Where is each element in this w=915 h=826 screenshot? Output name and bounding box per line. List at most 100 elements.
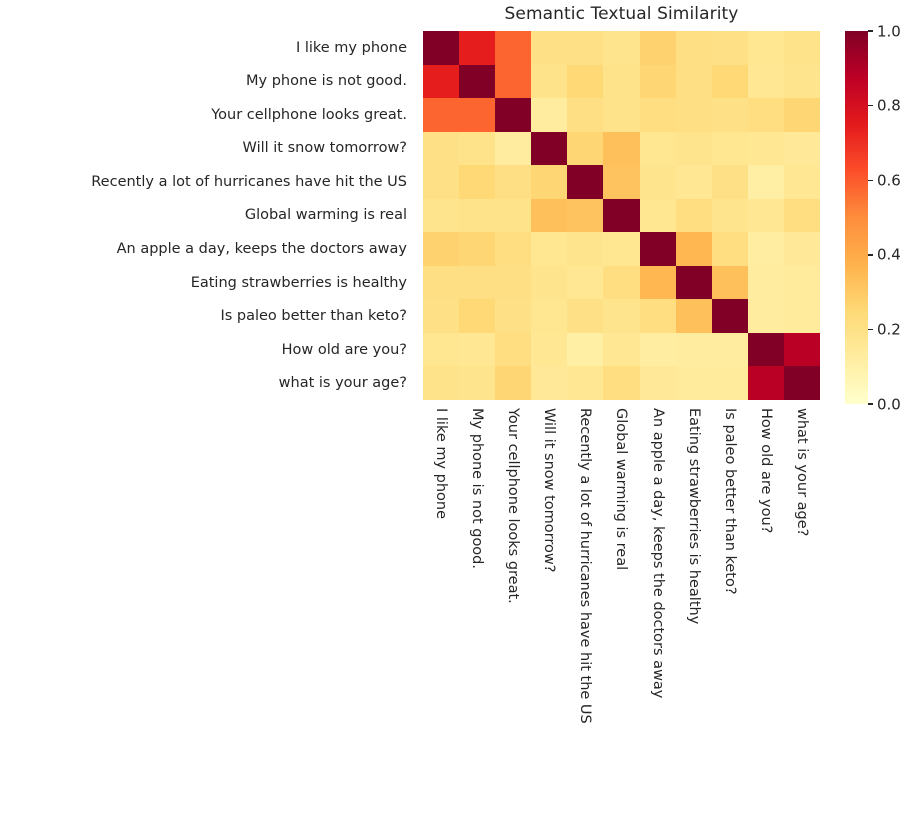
heatmap-cell [603,31,640,65]
y-tick-label: what is your age? [278,375,407,392]
heatmap-cell [675,232,712,266]
heatmap-cell [423,131,460,166]
heatmap-cell [567,31,604,65]
y-tick-label: Eating strawberries is healthy [190,274,407,291]
heatmap-cell [603,265,640,300]
colorbar-tick-text: 0.4 [877,245,901,264]
heatmap-cell [423,265,460,300]
heatmap-cell [495,165,532,199]
heatmap-cell [639,265,676,300]
colorbar-gradient [845,31,868,404]
heatmap-cell [675,366,712,400]
heatmap-cell [603,299,640,333]
heatmap-cell [459,299,496,333]
heatmap-cell [711,232,748,266]
heatmap-cell [675,265,712,300]
colorbar-tick-text: 0.8 [877,96,901,115]
x-tick-slot: How old are you? [748,400,784,820]
heatmap-cell [495,332,532,367]
heatmap-cell [495,31,532,65]
heatmap-cell [495,265,532,300]
heatmap-cell [567,198,604,233]
heatmap-cell [747,64,784,99]
heatmap-cell [747,232,784,266]
heatmap-cell [567,265,604,300]
heatmap-cell [711,299,748,333]
heatmap-cell [711,31,748,65]
x-tick-slot: An apple a day, keeps the doctors away [640,400,676,820]
y-tick-label: Recently a lot of hurricanes have hit th… [91,173,407,190]
y-tick-label: My phone is not good. [246,73,407,90]
heatmap-cell [531,198,568,233]
heatmap-cell [783,366,820,400]
heatmap-cell [639,232,676,266]
heatmap-cell [459,98,496,132]
heatmap-cell [495,98,532,132]
x-axis-tick-labels: I like my phone My phone is not good. Your… [423,400,820,820]
heatmap-cell [603,165,640,199]
y-tick-label: Is paleo better than keto? [220,308,407,325]
heatmap-cell [567,366,604,400]
heatmap-cell [459,265,496,300]
heatmap-cell [423,332,460,367]
heatmap-grid [423,31,820,400]
heatmap-cell [603,198,640,233]
heatmap-cell [459,165,496,199]
heatmap-cell [603,366,640,400]
heatmap-cell [459,31,496,65]
x-tick-slot: Recently a lot of hurricanes have hit th… [567,400,603,820]
x-tick-label: Is paleo better than keto? [721,408,738,595]
y-tick-label: I like my phone [295,39,407,56]
heatmap-cell [747,98,784,132]
heatmap-cell [639,198,676,233]
heatmap-cell [747,299,784,333]
heatmap-cell [423,31,460,65]
heatmap-cell [459,198,496,233]
heatmap-cell [639,165,676,199]
heatmap-cell [459,332,496,367]
x-tick-label: Global warming is real [613,408,630,571]
heatmap-cell [423,232,460,266]
heatmap-cell [783,232,820,266]
heatmap-cell [747,31,784,65]
heatmap-cell [747,165,784,199]
heatmap-cell [675,198,712,233]
heatmap-cell [531,299,568,333]
heatmap-cell [567,299,604,333]
heatmap-cell [495,232,532,266]
heatmap-cell [567,131,604,166]
heatmap-cell [531,265,568,300]
heatmap-cell [675,332,712,367]
colorbar-tick-text: 0.0 [877,395,901,413]
heatmap-cell [783,31,820,65]
heatmap-cell [423,198,460,233]
heatmap-cell [495,299,532,333]
heatmap-cell [423,299,460,333]
heatmap-cell [639,98,676,132]
heatmap-cell [711,198,748,233]
heatmap-cell [567,64,604,99]
heatmap-cell [783,165,820,199]
x-tick-slot: My phone is not good. [459,400,495,820]
heatmap-cell [531,332,568,367]
heatmap-cell [747,265,784,300]
colorbar-tick-text: 1.0 [877,22,901,40]
heatmap-cell [531,31,568,65]
heatmap-cell [639,299,676,333]
heatmap-cell [531,98,568,132]
heatmap-cell [675,165,712,199]
y-tick-label: Your cellphone looks great. [211,106,407,123]
heatmap-cell [531,232,568,266]
x-tick-label: Recently a lot of hurricanes have hit th… [577,408,594,724]
colorbar-tick-mark [868,179,873,181]
heatmap-cell [603,64,640,99]
x-tick-slot: I like my phone [423,400,459,820]
heatmap-cell [639,366,676,400]
heatmap-cell [495,198,532,233]
heatmap-cell [675,299,712,333]
heatmap-cell [747,332,784,367]
heatmap-cell [747,131,784,166]
heatmap-cell [603,332,640,367]
heatmap-cell [639,31,676,65]
heatmap-cell [711,131,748,166]
